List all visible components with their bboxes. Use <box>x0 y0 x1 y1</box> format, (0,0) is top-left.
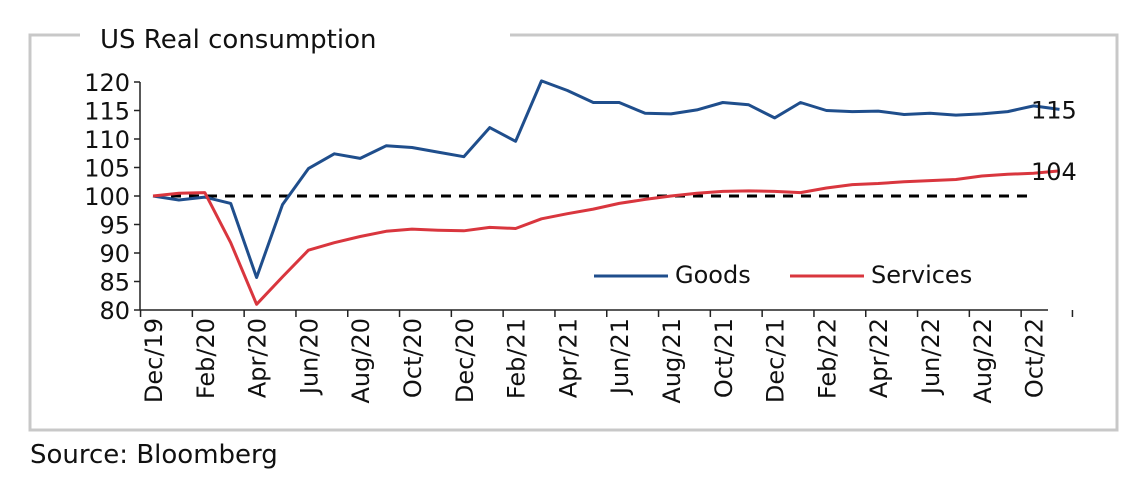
x-tick-label: Aug/22 <box>969 318 997 404</box>
legend-label-services: Services <box>871 261 972 289</box>
x-tick-label: Jun/21 <box>606 318 634 396</box>
series-line-services <box>152 169 1060 306</box>
x-tick-label: Apr/21 <box>554 318 582 398</box>
x-ticks: Dec/19 Feb/20 Apr/20 Jun/20 Aug/20 Oct/20 Dec/… <box>139 310 1074 404</box>
x-tick-label: Dec/20 <box>451 318 479 403</box>
x-tick-label: Oct/20 <box>399 318 427 398</box>
y-tick-label: 100 <box>84 183 130 211</box>
end-label-services: 104 <box>1031 158 1077 186</box>
x-tick-label: Jun/22 <box>917 318 945 396</box>
y-tick-label: 80 <box>99 297 130 325</box>
x-tick-label: Feb/21 <box>503 318 531 399</box>
x-tick-label: Oct/22 <box>1021 318 1049 398</box>
x-tick-label: Apr/20 <box>244 318 272 398</box>
x-tick-label: Jun/20 <box>295 318 323 396</box>
x-tick-label: Feb/22 <box>813 318 841 399</box>
chart-title: US Real consumption <box>100 25 376 55</box>
end-label-goods: 115 <box>1031 96 1077 124</box>
x-tick-label: Feb/20 <box>192 318 220 399</box>
series-lines <box>152 79 1060 306</box>
x-tick-label: Dec/21 <box>762 318 790 403</box>
chart-frame <box>28 33 1119 432</box>
end-labels: 115 104 <box>1031 96 1077 186</box>
y-tick-label: 115 <box>84 98 130 126</box>
y-tick-label: 110 <box>84 126 130 154</box>
legend-label-goods: Goods <box>675 261 751 289</box>
x-tick-label: Aug/20 <box>347 318 375 404</box>
y-tick-label: 85 <box>99 269 130 297</box>
x-tick-label: Aug/21 <box>658 318 686 404</box>
source-note: Source: Bloomberg <box>30 440 278 470</box>
y-tick-label: 95 <box>99 212 130 240</box>
y-tick-label: 90 <box>99 240 130 268</box>
legend: Goods Services <box>594 261 972 289</box>
x-tick-label: Apr/22 <box>865 318 893 398</box>
x-tick-label: Oct/21 <box>710 318 738 398</box>
series-line-goods <box>152 79 1060 279</box>
y-tick-label: 120 <box>84 69 130 97</box>
y-tick-label: 105 <box>84 155 130 183</box>
x-tick-label: Dec/19 <box>140 318 168 403</box>
